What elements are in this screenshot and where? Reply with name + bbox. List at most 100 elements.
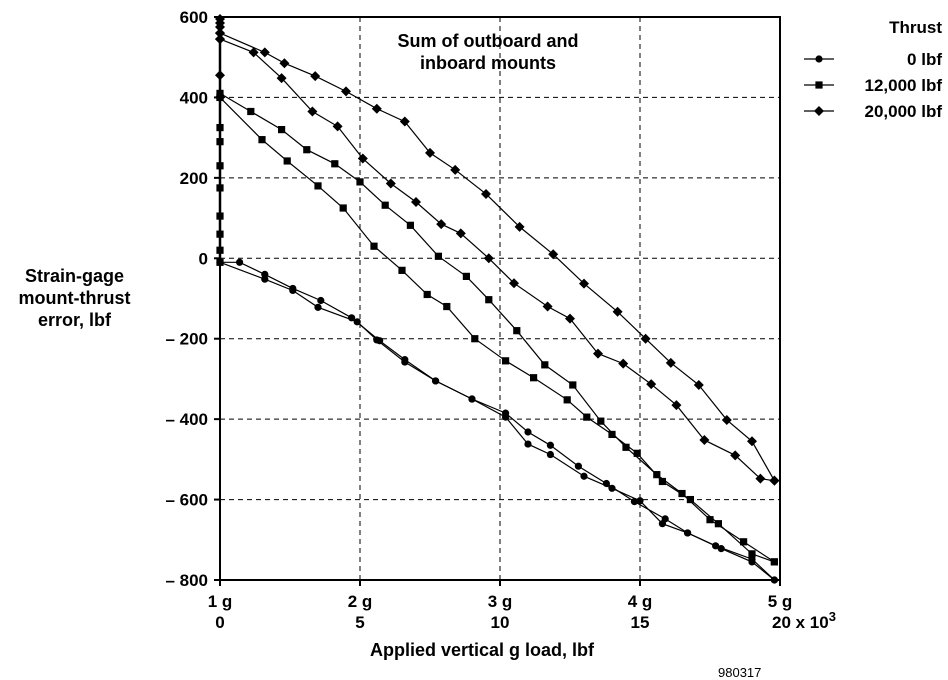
series-5 bbox=[215, 34, 780, 486]
series-0 bbox=[216, 258, 779, 584]
data-point-diamond bbox=[399, 116, 410, 127]
x-tick-label-g: 2 g bbox=[348, 592, 373, 611]
data-point-diamond bbox=[747, 436, 757, 447]
axes bbox=[214, 16, 781, 586]
data-point-square bbox=[303, 146, 311, 154]
data-point-circle bbox=[236, 258, 244, 266]
data-point-circle bbox=[546, 450, 555, 459]
x-tick-label-g: 3 g bbox=[488, 592, 513, 611]
figure-id: 980317 bbox=[718, 665, 762, 680]
data-point-diamond bbox=[693, 379, 704, 390]
data-point-square bbox=[815, 81, 823, 89]
data-point-circle bbox=[770, 576, 779, 584]
data-point-diamond bbox=[612, 306, 623, 317]
data-point-square bbox=[258, 136, 266, 144]
y-tick-label: 0 bbox=[199, 249, 208, 268]
data-point-square bbox=[714, 520, 722, 528]
data-point-square bbox=[633, 449, 641, 457]
data-point-diamond bbox=[215, 34, 225, 45]
data-point-square bbox=[583, 413, 591, 421]
data-point-diamond bbox=[425, 147, 435, 158]
data-point-square bbox=[398, 266, 406, 274]
data-point-diamond bbox=[450, 164, 461, 175]
series-group bbox=[215, 14, 780, 584]
series-line bbox=[219, 32, 775, 481]
y-tick-labels: 600 400 200 0 – 200 – 400 – 600 – 800 bbox=[165, 8, 208, 590]
data-point-diamond bbox=[259, 47, 270, 58]
legend-item: 12,000 lbf bbox=[804, 76, 942, 95]
data-point-square bbox=[216, 123, 224, 132]
series-line bbox=[219, 92, 775, 563]
x-tick-label-g: 5 g bbox=[768, 592, 793, 611]
data-point-square bbox=[597, 417, 605, 425]
data-point-diamond bbox=[307, 106, 318, 117]
data-point-square bbox=[356, 178, 364, 186]
series-1 bbox=[216, 258, 779, 584]
data-point-square bbox=[216, 138, 224, 146]
data-point-square bbox=[381, 201, 389, 209]
data-point-square bbox=[278, 126, 286, 134]
series-line bbox=[220, 261, 775, 581]
data-point-circle bbox=[353, 318, 361, 326]
grid bbox=[220, 17, 780, 580]
data-point-circle bbox=[658, 520, 667, 528]
data-point-diamond bbox=[671, 400, 682, 411]
data-point-square bbox=[770, 558, 778, 566]
data-point-square bbox=[569, 381, 577, 389]
data-point-square bbox=[216, 246, 224, 254]
data-point-square bbox=[706, 516, 714, 524]
y-tick-label: 400 bbox=[180, 88, 208, 107]
data-point-square bbox=[331, 160, 339, 168]
data-point-square bbox=[423, 290, 431, 299]
data-point-square bbox=[216, 258, 224, 266]
data-point-diamond bbox=[341, 86, 351, 97]
y-tick-label: – 200 bbox=[165, 330, 208, 349]
data-point-diamond bbox=[514, 221, 525, 232]
data-point-diamond bbox=[279, 58, 290, 69]
series-line bbox=[219, 261, 775, 581]
data-point-square bbox=[658, 477, 666, 486]
data-point-diamond bbox=[483, 253, 494, 264]
legend-label: 0 lbf bbox=[907, 50, 942, 69]
chart-title: Sum of outboard and inboard mounts bbox=[397, 31, 579, 73]
data-point-diamond bbox=[371, 103, 382, 114]
data-point-circle bbox=[289, 286, 297, 295]
data-point-circle bbox=[432, 377, 440, 385]
series-4 bbox=[215, 28, 780, 486]
data-point-diamond bbox=[215, 92, 225, 103]
y-tick-label: – 800 bbox=[165, 571, 208, 590]
data-point-square bbox=[608, 430, 616, 439]
y-axis-label: Strain-gage mount-thrust error, lbf bbox=[18, 266, 131, 330]
legend-label: 12,000 lbf bbox=[865, 76, 943, 95]
x-tick-label: 5 bbox=[355, 613, 364, 632]
y-tick-label: – 600 bbox=[165, 491, 208, 510]
data-point-circle bbox=[401, 358, 409, 366]
data-point-diamond bbox=[593, 348, 603, 359]
series-3 bbox=[216, 93, 778, 566]
data-point-diamond bbox=[215, 14, 225, 25]
data-point-square bbox=[339, 204, 347, 212]
legend: Thrust 0 lbf 12,000 lbf 20,000 lbf bbox=[804, 18, 942, 121]
series-6 bbox=[216, 93, 224, 266]
data-point-square bbox=[530, 374, 538, 382]
x-tick-label-g: 4 g bbox=[628, 592, 653, 611]
data-point-circle bbox=[580, 472, 588, 480]
data-point-square bbox=[314, 182, 322, 190]
data-point-square bbox=[462, 272, 470, 280]
data-point-square bbox=[622, 443, 630, 451]
series-7 bbox=[215, 14, 225, 103]
data-point-diamond bbox=[769, 475, 780, 486]
data-point-circle bbox=[608, 484, 616, 492]
data-point-square bbox=[434, 252, 442, 260]
data-point-square bbox=[471, 335, 479, 343]
legend-title: Thrust bbox=[889, 18, 942, 37]
data-point-square bbox=[443, 302, 451, 311]
data-point-diamond bbox=[699, 435, 710, 446]
data-point-circle bbox=[468, 395, 476, 403]
data-point-square bbox=[513, 327, 521, 335]
data-point-circle bbox=[630, 497, 639, 506]
x-axis-label: Applied vertical g load, lbf bbox=[369, 640, 595, 660]
series-line bbox=[219, 96, 775, 563]
data-point-square bbox=[748, 550, 756, 558]
data-point-circle bbox=[636, 497, 644, 505]
